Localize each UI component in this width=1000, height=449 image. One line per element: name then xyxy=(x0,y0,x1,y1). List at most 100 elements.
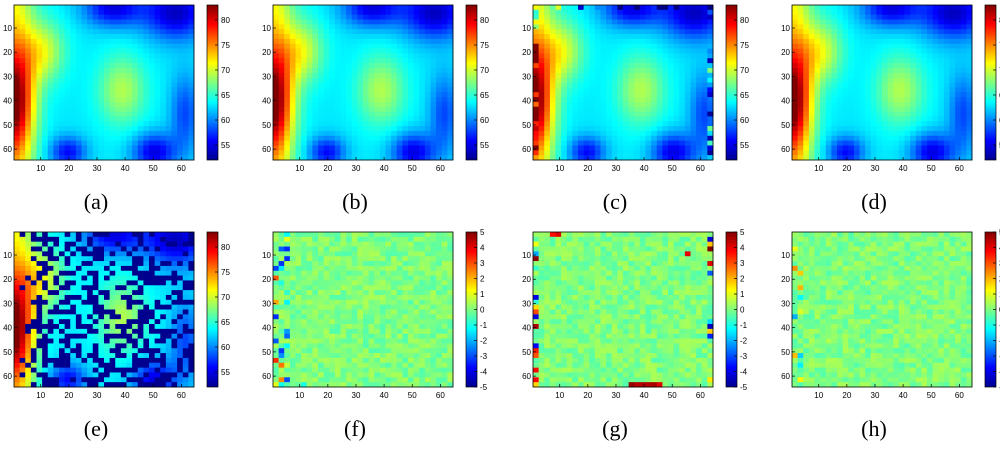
heatmap-cell xyxy=(47,275,54,281)
heatmap-cell xyxy=(820,140,827,146)
heatmap-cell xyxy=(865,121,872,127)
heatmap-cell xyxy=(848,43,855,49)
heatmap-cell xyxy=(408,43,415,49)
heatmap-cell xyxy=(154,135,161,142)
heatmap-cell xyxy=(177,72,184,79)
heatmap-cell xyxy=(154,261,161,267)
heatmap-cell xyxy=(696,58,703,64)
heatmap-cell xyxy=(561,92,568,98)
heatmap-cell xyxy=(955,111,962,117)
heatmap-cell xyxy=(42,101,49,108)
heatmap-cell xyxy=(960,126,967,132)
heatmap-cell xyxy=(859,43,866,49)
heatmap-cell xyxy=(334,5,341,11)
heatmap-cell xyxy=(814,14,821,20)
heatmap-cell xyxy=(684,87,691,93)
heatmap-cell xyxy=(70,270,77,276)
heatmap-cell xyxy=(351,97,358,103)
heatmap-cell xyxy=(160,333,167,339)
heatmap-cell xyxy=(36,324,43,330)
heatmap-cell xyxy=(572,58,579,64)
heatmap-cell xyxy=(137,121,144,127)
heatmap-cell xyxy=(814,63,821,69)
heatmap-cell xyxy=(949,53,956,59)
heatmap-cell xyxy=(278,58,285,64)
heatmap-cell xyxy=(120,130,127,137)
heatmap-cell xyxy=(820,155,827,161)
heatmap-cell xyxy=(628,43,635,49)
heatmap-cell xyxy=(87,53,94,59)
heatmap-cell xyxy=(825,87,832,93)
heatmap-cell xyxy=(357,155,364,161)
heatmap-cell xyxy=(419,140,426,146)
panel-caption: (a) xyxy=(84,189,108,214)
heatmap-cell xyxy=(904,140,911,146)
heatmap-cell xyxy=(334,121,341,127)
heatmap-cell xyxy=(408,121,415,127)
heatmap-cell xyxy=(533,140,540,146)
heatmap-cell xyxy=(639,72,646,79)
heatmap-cell xyxy=(583,5,590,11)
heatmap-cell xyxy=(651,19,658,25)
heatmap-cell xyxy=(803,116,810,122)
heatmap-cell xyxy=(295,140,302,146)
heatmap-cell xyxy=(684,29,691,35)
heatmap-cell xyxy=(797,130,804,137)
heatmap-cell xyxy=(188,270,195,276)
heatmap-cell xyxy=(797,82,804,88)
heatmap-cell xyxy=(109,246,116,252)
heatmap-cell xyxy=(424,24,431,30)
heatmap-cell xyxy=(707,58,714,64)
heatmap-cell xyxy=(53,232,60,238)
heatmap-cell xyxy=(797,72,804,79)
heatmap-cell xyxy=(634,9,641,16)
heatmap-cell xyxy=(690,58,697,64)
heatmap-cell xyxy=(171,92,178,98)
heatmap-cell xyxy=(30,24,37,30)
heatmap-cell xyxy=(165,232,172,238)
heatmap-cell xyxy=(132,328,139,335)
heatmap-cell xyxy=(30,256,37,262)
heatmap-cell xyxy=(859,58,866,64)
heatmap-cell xyxy=(120,251,127,257)
heatmap-cell xyxy=(160,24,167,30)
heatmap-cell xyxy=(578,145,585,151)
heatmap-cell xyxy=(572,38,579,45)
heatmap-cell xyxy=(837,87,844,93)
heatmap-cell xyxy=(143,34,150,40)
heatmap-cell xyxy=(566,72,573,79)
heatmap-cell xyxy=(109,116,116,122)
heatmap-cell xyxy=(42,116,49,122)
heatmap-cell xyxy=(171,261,178,267)
heatmap-cell xyxy=(419,121,426,127)
heatmap-cell xyxy=(149,140,156,146)
heatmap-cell xyxy=(419,34,426,40)
heatmap-cell xyxy=(645,126,652,132)
heatmap-cell xyxy=(165,5,172,11)
heatmap-cell xyxy=(47,294,54,301)
heatmap-cell xyxy=(910,34,917,40)
heatmap-cell xyxy=(171,53,178,59)
heatmap-cell xyxy=(391,101,398,108)
heatmap-cell xyxy=(306,53,313,59)
heatmap-cell xyxy=(70,29,77,35)
heatmap-cell xyxy=(656,9,663,16)
heatmap-cell xyxy=(154,53,161,59)
heatmap-cell xyxy=(690,82,697,88)
heatmap-cell xyxy=(617,5,624,11)
heatmap-cell xyxy=(154,14,161,20)
heatmap-cell xyxy=(910,135,917,142)
heatmap-cell xyxy=(25,140,32,146)
heatmap-cell xyxy=(887,155,894,161)
heatmap-cell xyxy=(182,324,189,330)
x-tick-label: 20 xyxy=(64,164,73,173)
x-tick-label: 50 xyxy=(668,164,677,173)
heatmap-cell xyxy=(104,246,111,252)
heatmap-cell xyxy=(831,135,838,142)
heatmap-cell xyxy=(14,280,21,286)
heatmap-cell xyxy=(814,92,821,98)
heatmap-cell xyxy=(104,261,111,267)
heatmap-cell xyxy=(149,5,156,11)
heatmap-cell xyxy=(104,82,111,88)
heatmap-cell xyxy=(825,19,832,25)
